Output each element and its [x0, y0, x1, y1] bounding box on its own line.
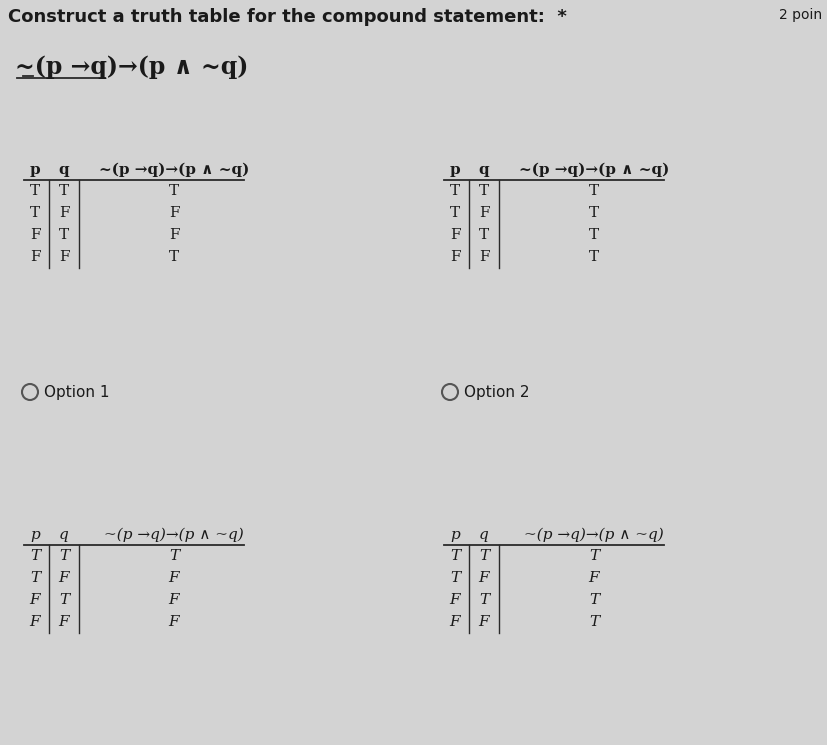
Text: T: T [589, 206, 599, 220]
Text: T: T [169, 250, 179, 264]
Text: T: T [169, 549, 179, 563]
Text: T: T [589, 228, 599, 242]
Text: ~(p →q)→(p ∧ ~q): ~(p →q)→(p ∧ ~q) [98, 162, 249, 177]
Text: T: T [589, 615, 599, 629]
Text: F: F [169, 228, 179, 242]
Text: T: T [589, 593, 599, 607]
Text: F: F [59, 571, 69, 585]
Text: F: F [30, 615, 41, 629]
Text: T: T [169, 184, 179, 198]
Text: ~(p →q)→(p ∧ ~q): ~(p →q)→(p ∧ ~q) [104, 527, 244, 542]
Text: F: F [169, 571, 179, 585]
Text: T: T [59, 593, 69, 607]
Text: T: T [30, 571, 40, 585]
Text: F: F [479, 571, 490, 585]
Text: F: F [30, 250, 41, 264]
Text: F: F [59, 250, 69, 264]
Text: Option 1: Option 1 [44, 384, 109, 399]
Text: F: F [59, 206, 69, 220]
Text: T: T [479, 549, 489, 563]
Text: T: T [30, 549, 40, 563]
Text: T: T [59, 184, 69, 198]
Text: F: F [450, 593, 461, 607]
Text: T: T [479, 228, 489, 242]
Text: F: F [59, 615, 69, 629]
Text: ~(p →q)→(p ∧ ~q): ~(p →q)→(p ∧ ~q) [519, 162, 669, 177]
Text: T: T [450, 549, 460, 563]
Text: T: T [59, 549, 69, 563]
Text: p: p [30, 528, 40, 542]
Text: F: F [450, 228, 461, 242]
Text: p: p [30, 163, 41, 177]
Text: q: q [479, 528, 489, 542]
Text: T: T [30, 206, 40, 220]
Text: T: T [450, 206, 460, 220]
Text: T: T [589, 549, 599, 563]
Text: p: p [450, 528, 460, 542]
Text: T: T [59, 228, 69, 242]
Text: F: F [450, 250, 461, 264]
Text: F: F [479, 615, 490, 629]
Text: F: F [479, 206, 490, 220]
Text: Construct a truth table for the compound statement:  *: Construct a truth table for the compound… [8, 8, 566, 26]
Text: F: F [169, 593, 179, 607]
Text: Option 2: Option 2 [464, 384, 529, 399]
Text: q: q [59, 528, 69, 542]
Text: T: T [589, 250, 599, 264]
Text: T: T [479, 184, 489, 198]
Text: 2 poin: 2 poin [779, 8, 822, 22]
Text: F: F [169, 206, 179, 220]
Text: T: T [450, 571, 460, 585]
Text: T: T [589, 184, 599, 198]
Text: F: F [169, 615, 179, 629]
Text: T: T [450, 184, 460, 198]
Text: F: F [589, 571, 600, 585]
Text: ~(p →q)→(p ∧ ~q): ~(p →q)→(p ∧ ~q) [15, 55, 248, 79]
Text: T: T [479, 593, 489, 607]
Text: T: T [30, 184, 40, 198]
Text: F: F [479, 250, 490, 264]
Text: q: q [479, 163, 490, 177]
Text: ~(p →q)→(p ∧ ~q): ~(p →q)→(p ∧ ~q) [524, 527, 664, 542]
Text: F: F [30, 593, 41, 607]
Text: F: F [450, 615, 461, 629]
Text: F: F [30, 228, 41, 242]
Text: p: p [450, 163, 461, 177]
Text: q: q [59, 163, 69, 177]
